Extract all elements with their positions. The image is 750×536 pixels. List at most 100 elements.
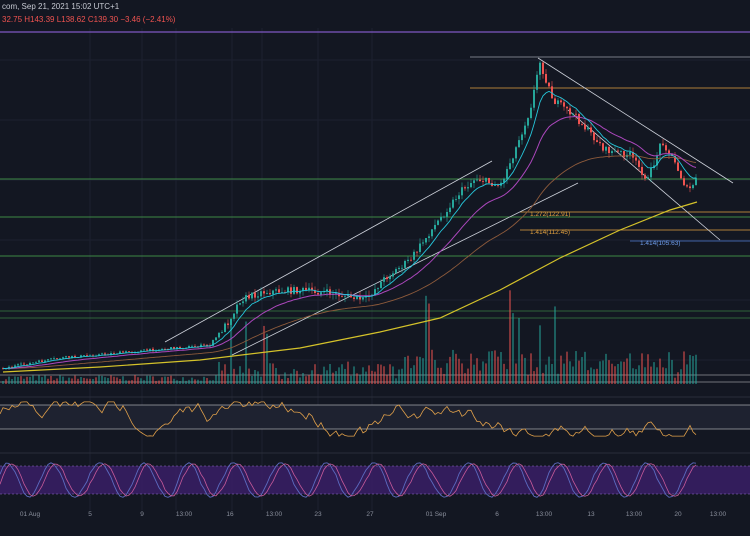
volume-bar [227, 373, 229, 384]
volume-bar [35, 380, 37, 384]
volume-bar [245, 321, 247, 384]
volume-bar [74, 375, 76, 384]
volume-bar [650, 366, 652, 384]
volume-bar [560, 355, 562, 384]
candle-body [257, 296, 259, 298]
volume-bar [2, 380, 4, 384]
volume-bar [473, 364, 475, 384]
candle-body [278, 289, 280, 293]
volume-bar [668, 352, 670, 384]
candle-body [611, 151, 613, 154]
volume-bar [695, 354, 697, 384]
candle-body [113, 353, 115, 354]
candle-body [620, 151, 622, 152]
candle-body [26, 364, 28, 366]
volume-bar [8, 376, 10, 384]
volume-bar [581, 357, 583, 384]
volume-bar [353, 366, 355, 384]
volume-bar [611, 363, 613, 384]
volume-bar [113, 376, 115, 384]
candle-body [683, 178, 685, 186]
volume-bar [590, 367, 592, 384]
candle-body [656, 155, 658, 166]
volume-bar [443, 373, 445, 384]
candle-body [311, 287, 313, 291]
volume-bar [59, 375, 61, 384]
volume-bar [161, 377, 163, 384]
candle-body [383, 277, 385, 282]
volume-bar [239, 366, 241, 384]
volume-bar [29, 376, 31, 384]
candle-body [665, 145, 667, 151]
volume-bar [551, 363, 553, 384]
volume-bar [350, 375, 352, 384]
volume-bar [449, 356, 451, 384]
volume-bar [506, 369, 508, 384]
volume-bar [446, 363, 448, 384]
level-label-1414-blue: 1.414(105.63) [640, 240, 680, 247]
volume-bar [266, 333, 268, 384]
volume-bar [41, 377, 43, 384]
rsi-line [0, 401, 697, 437]
volume-bar [362, 367, 364, 384]
candle-body [290, 287, 292, 294]
volume-bar [65, 380, 67, 384]
candle-body [71, 355, 73, 358]
volume-bar [101, 375, 103, 384]
candle-body [662, 143, 664, 146]
candle-body [692, 185, 694, 189]
candle-body [146, 349, 148, 351]
volume-bar [521, 354, 523, 384]
volume-bar [71, 378, 73, 384]
volume-bar [530, 353, 532, 384]
volume-bar [5, 379, 7, 384]
volume-bar [665, 368, 667, 384]
candle-body [188, 346, 190, 348]
candle-body [206, 344, 208, 346]
stoch-d-line [0, 463, 697, 497]
x-axis-tick-label: 13:00 [710, 511, 727, 518]
candle-body [119, 351, 121, 354]
candle-body [530, 107, 532, 119]
candle-body [218, 332, 220, 338]
volume-bar [146, 375, 148, 384]
candle-body [488, 177, 490, 183]
volume-bar [470, 353, 472, 384]
volume-bar [596, 368, 598, 384]
candle-body [650, 167, 652, 178]
volume-bar [95, 377, 97, 384]
candle-body [569, 108, 571, 115]
candle-body [326, 289, 328, 292]
volume-bar [17, 376, 19, 384]
volume-bar [194, 379, 196, 384]
candle-body [74, 355, 76, 358]
volume-bar [404, 357, 406, 384]
candle-body [245, 295, 247, 302]
candle-body [215, 337, 217, 341]
candle-body [425, 238, 427, 243]
volume-bar [635, 369, 637, 384]
candle-body [239, 303, 241, 305]
volume-bar [683, 351, 685, 384]
candle-body [212, 340, 214, 346]
volume-bar [554, 306, 556, 384]
volume-bar [431, 349, 433, 384]
volume-bar [557, 373, 559, 384]
candle-body [176, 347, 178, 350]
volume-bar [335, 371, 337, 384]
candle-body [266, 293, 268, 294]
x-axis-tick-label: 23 [314, 511, 322, 518]
candle-body [392, 273, 394, 277]
volume-bar [56, 378, 58, 384]
volume-bar [485, 363, 487, 384]
candle-body [101, 353, 103, 355]
volume-bar [311, 370, 313, 384]
volume-bar [671, 359, 673, 384]
candle-body [62, 357, 64, 359]
volume-bar [224, 364, 226, 384]
candle-body [362, 297, 364, 300]
candle-body [224, 323, 226, 333]
volume-bar [116, 377, 118, 384]
volume-bar [617, 363, 619, 384]
